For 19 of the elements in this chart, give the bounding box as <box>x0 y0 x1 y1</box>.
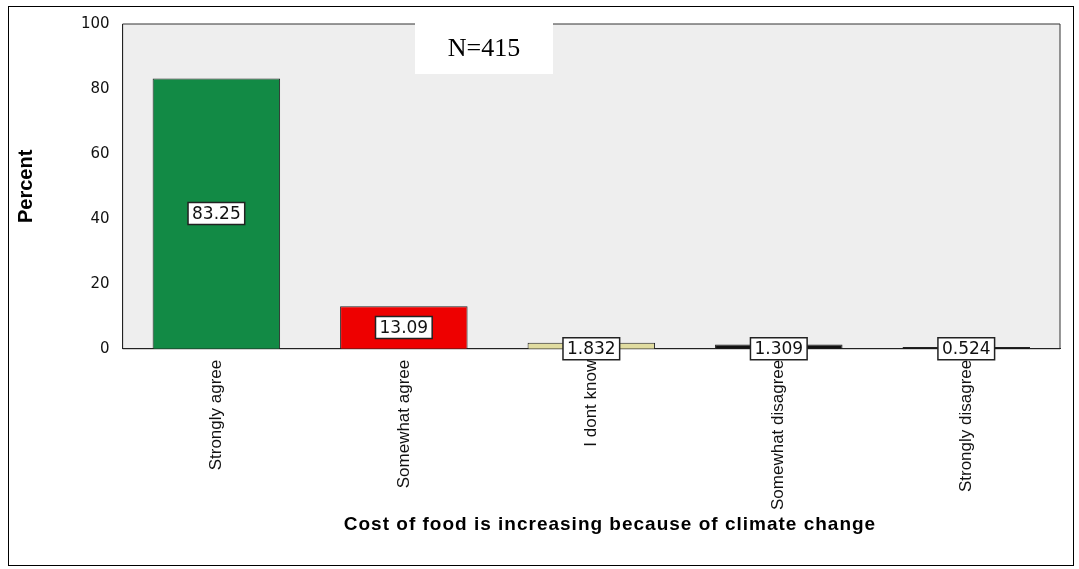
y-tick-label: 80 <box>90 78 110 97</box>
y-tick-label: 0 <box>100 338 110 357</box>
data-label: 1.309 <box>754 338 804 359</box>
x-tick-label: Somewhat disagree <box>768 359 788 511</box>
y-tick-label: 60 <box>90 143 110 162</box>
data-label: 13.09 <box>379 316 429 337</box>
data-label: 1.832 <box>566 338 616 359</box>
y-tick-label: 40 <box>90 208 110 227</box>
x-tick-label: Somewhat agree <box>393 359 413 489</box>
y-axis-title: Percent <box>13 149 36 224</box>
x-tick-label: Strongly agree <box>206 359 226 471</box>
data-label: 0.524 <box>941 338 991 359</box>
y-tick-label: 100 <box>80 13 110 32</box>
x-tick-label: Strongly disagree <box>955 359 975 493</box>
data-label: 83.25 <box>192 202 241 223</box>
annotation: N=415 <box>415 22 553 74</box>
x-tick-label: I dont know <box>581 359 600 447</box>
y-tick-label: 20 <box>90 273 110 292</box>
x-axis-title: Cost of food is increasing because of climate change <box>342 513 878 534</box>
